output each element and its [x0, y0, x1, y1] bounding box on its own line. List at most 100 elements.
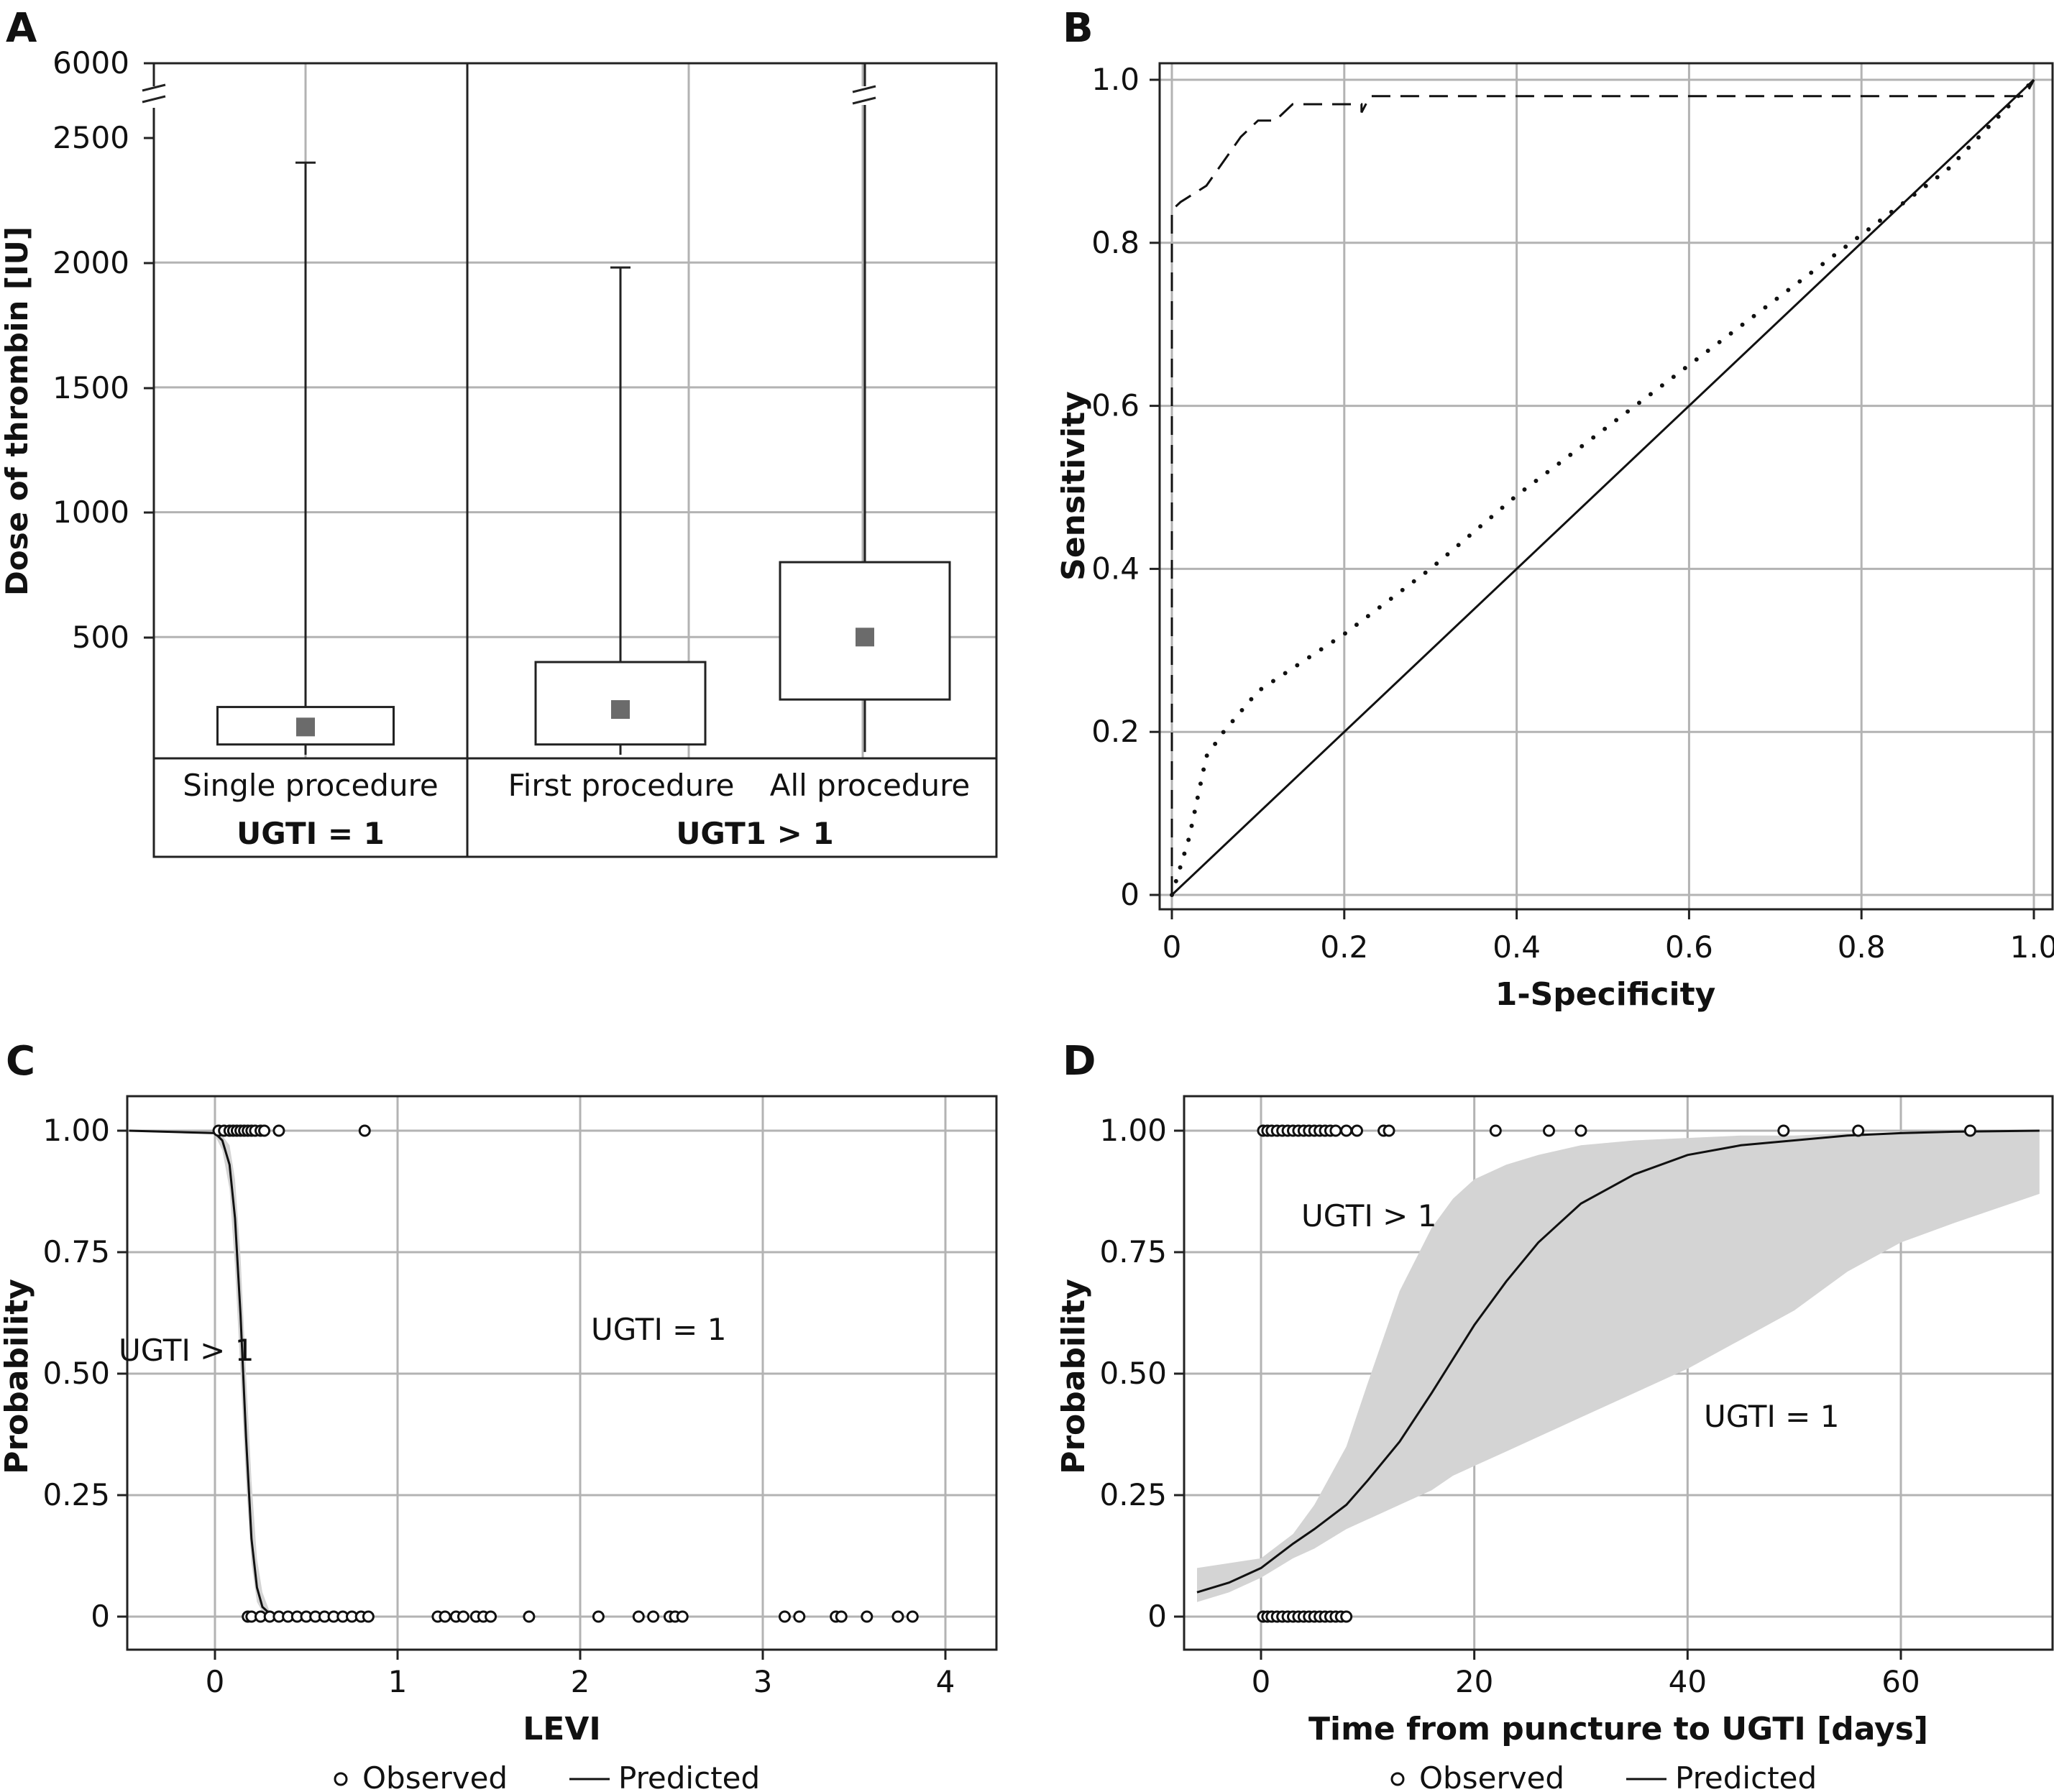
c-observed-point [676, 1610, 689, 1623]
d-xlabel: Time from puncture to UGTI [days] [1308, 1711, 1928, 1747]
d-observed-point [1489, 1124, 1502, 1137]
a-category-label: Single procedure [183, 768, 439, 803]
d-observed-point [1574, 1124, 1587, 1137]
b-ytick-label: 0 [1120, 877, 1140, 912]
d-observed-point [1340, 1124, 1353, 1137]
c-observed-point [906, 1610, 919, 1623]
d-observed-point [1340, 1610, 1353, 1623]
panel-c-logistic-levi: C 0 1 2 3 4 0 0.25 0.50 0.75 1.00 UGTI > 1 UGTI = 1… [0, 1038, 998, 1792]
b-ytick-label: 1.0 [1091, 62, 1140, 97]
c-ytick-label: 0 [91, 1599, 110, 1634]
a-axis-break-mark [142, 95, 166, 104]
d-predicted-line [1196, 1129, 2040, 1594]
a-ytick-label: 500 [72, 620, 129, 655]
c-observed-point [439, 1610, 451, 1623]
c-xtick-label: 0 [206, 1664, 225, 1699]
b-frame [1158, 62, 2054, 911]
d-ytick-label: 0.25 [1099, 1477, 1167, 1512]
c-observed-point [778, 1610, 791, 1623]
b-ytick-label: 0.4 [1091, 551, 1140, 586]
d-legend-observed-marker [1390, 1772, 1405, 1786]
a-group-label: UGTI = 1 [237, 816, 385, 851]
c-observed-point [632, 1610, 645, 1623]
c-observed-point [485, 1610, 498, 1623]
d-observed-point [1351, 1124, 1363, 1137]
c-xlabel: LEVI [523, 1711, 601, 1747]
d-ytick-label: 0 [1147, 1599, 1167, 1634]
panel-d-logistic-time: D 0 20 40 60 0 0.25 0.50 0.75 1.00 UGTI > 1 UGTI =… [1055, 1038, 2054, 1792]
d-xtick-label: 60 [1881, 1664, 1920, 1699]
d-annotation: UGTI > 1 [1301, 1198, 1436, 1233]
b-ylabel: Sensitivity [1055, 391, 1092, 581]
c-legend-predicted: Predicted [618, 1760, 760, 1792]
panel-b-letter: B [1063, 5, 1094, 52]
c-ylabel: Probability [0, 1279, 35, 1474]
c-legend-observed: Observed [362, 1760, 508, 1792]
c-observed-point [793, 1610, 806, 1623]
c-annotation: UGTI = 1 [591, 1312, 726, 1347]
a-ytick-label: 1000 [52, 495, 129, 530]
c-annotation: UGTI > 1 [119, 1333, 254, 1368]
c-ytick-label: 0.25 [42, 1477, 110, 1512]
a-group-label: UGT1 > 1 [676, 816, 833, 851]
c-ytick-label: 0.50 [42, 1356, 110, 1391]
c-ytick-label: 1.00 [42, 1113, 110, 1148]
c-xtick-label: 3 [753, 1664, 773, 1699]
b-xtick-label: 0.2 [1320, 929, 1368, 965]
b-ytick-label: 0.8 [1091, 225, 1140, 260]
d-legend-observed: Observed [1419, 1760, 1564, 1792]
a-whisker-break-mark [852, 96, 876, 105]
d-ytick-label: 1.00 [1099, 1113, 1167, 1148]
c-observed-point [258, 1124, 271, 1137]
d-xtick-label: 40 [1669, 1664, 1707, 1699]
panel-b-roc-curve: B 0 0.2 0.4 0.6 0.8 1.0 0 0.2 0.4 0.6 0.8 1.0 1-Spec… [1055, 5, 2054, 1013]
d-legend-predicted: Predicted [1675, 1760, 1817, 1792]
b-xtick-label: 1.0 [2010, 929, 2054, 965]
panel-d-letter: D [1063, 1038, 1096, 1085]
c-observed-point [358, 1124, 371, 1137]
d-confidence-band [1197, 1131, 2040, 1602]
b-xtick-label: 0.8 [1838, 929, 1886, 965]
c-observed-point [457, 1610, 469, 1623]
a-ytick-label: 1500 [52, 370, 129, 405]
c-observed-point [835, 1610, 848, 1623]
c-ytick-label: 0.75 [42, 1234, 110, 1269]
a-ytick-label: 2000 [52, 245, 129, 280]
a-ytick-label: 2500 [52, 120, 129, 155]
panel-a-box-plot: A 6000 2500 2000 1500 1000 500 Dose of thrombi… [0, 5, 998, 858]
d-observed-point [1383, 1124, 1395, 1137]
d-annotation: UGTI = 1 [1704, 1399, 1839, 1434]
a-category-label: First procedure [508, 768, 735, 803]
c-legend-observed-marker [334, 1772, 348, 1786]
b-ytick-label: 0.2 [1091, 714, 1140, 749]
panel-c-letter: C [6, 1038, 35, 1085]
b-xtick-label: 0.4 [1493, 929, 1541, 965]
a-median-marker [611, 700, 630, 720]
c-observed-point [891, 1610, 904, 1623]
c-observed-point [592, 1610, 605, 1623]
b-xtick-label: 0.6 [1665, 929, 1713, 965]
c-observed-point [647, 1610, 660, 1623]
panel-a-letter: A [6, 5, 37, 52]
d-observed-point [1329, 1124, 1342, 1137]
c-observed-point [362, 1610, 375, 1623]
a-axis-break-mark [142, 83, 166, 92]
c-observed-point [272, 1124, 285, 1137]
d-observed-point [1963, 1124, 1976, 1137]
c-xtick-label: 1 [388, 1664, 408, 1699]
c-observed-point [861, 1610, 874, 1623]
a-ylabel: Dose of thrombin [IU] [0, 226, 35, 596]
b-roc-line-dashed [1170, 79, 2035, 895]
b-roc-line-solid [1170, 78, 2035, 896]
a-median-marker [856, 628, 874, 647]
a-ytick-label: 6000 [52, 45, 129, 81]
c-observed-point [523, 1610, 536, 1623]
b-xlabel: 1-Specificity [1495, 976, 1716, 1013]
b-xtick-label: 0 [1163, 929, 1182, 965]
c-xtick-label: 2 [571, 1664, 590, 1699]
d-xtick-label: 20 [1455, 1664, 1493, 1699]
d-ytick-label: 0.75 [1099, 1234, 1167, 1269]
b-roc-line-dotted [1170, 78, 2036, 897]
d-observed-point [1777, 1124, 1790, 1137]
